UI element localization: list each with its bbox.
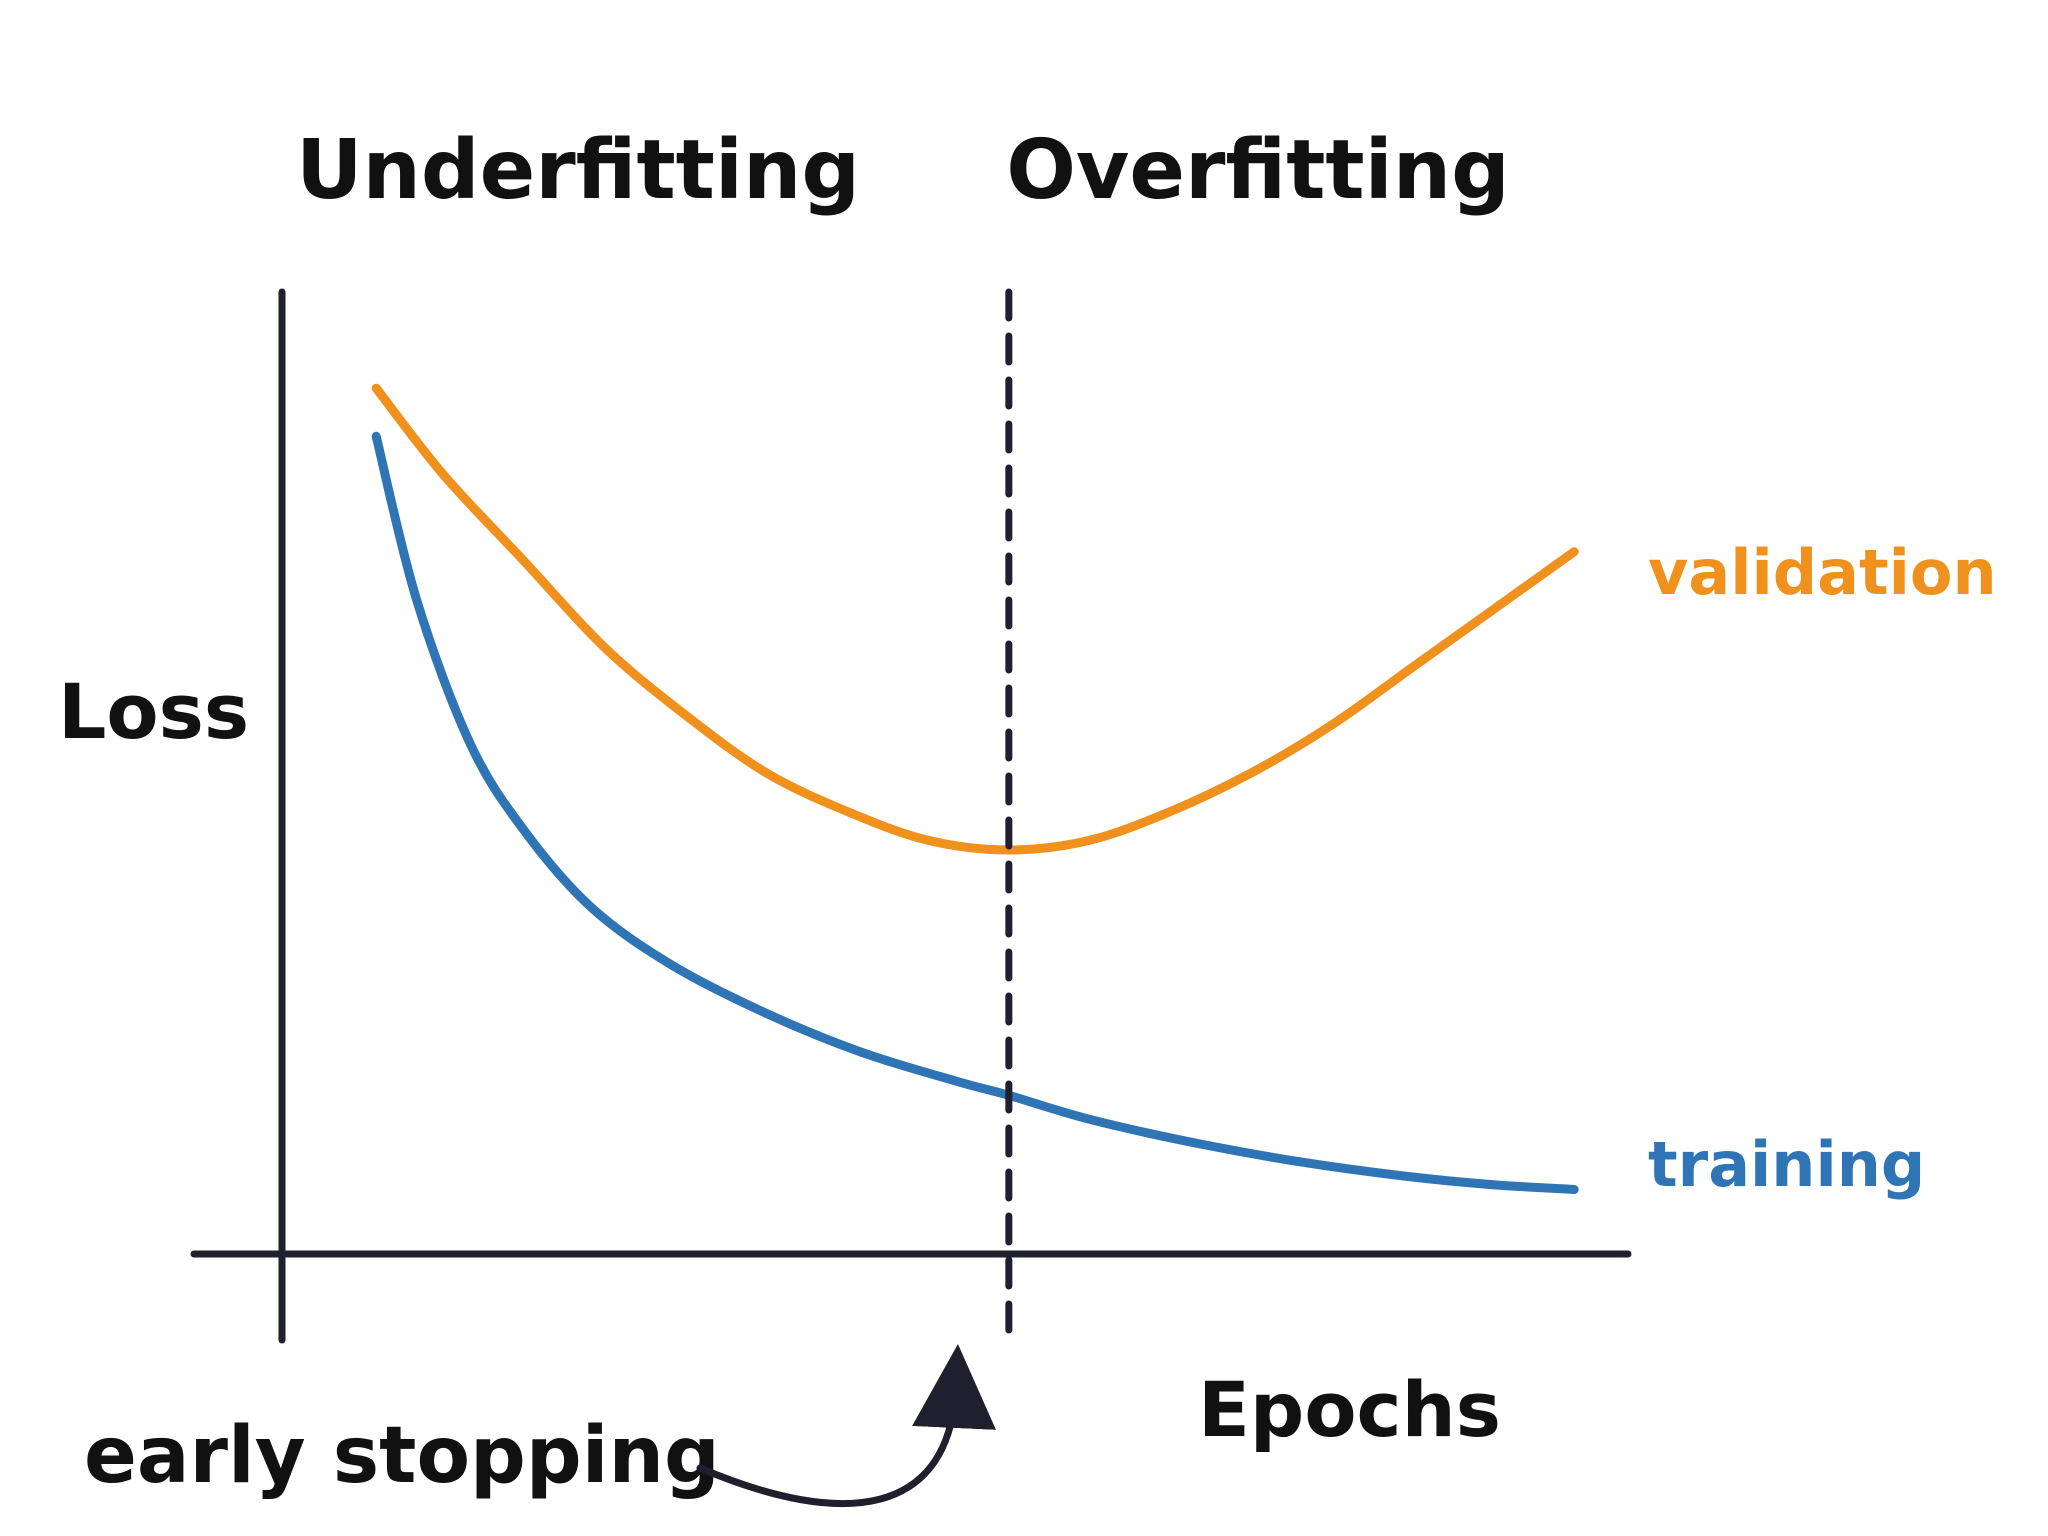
- legend-validation: validation: [1648, 536, 1997, 609]
- y-axis-label: Loss: [58, 667, 249, 756]
- region-label-overfitting: Overfitting: [1006, 123, 1510, 218]
- region-label-underfitting: Underfitting: [296, 123, 860, 218]
- early-stopping-label: early stopping: [84, 1411, 720, 1501]
- x-axis-label: Epochs: [1198, 1365, 1501, 1454]
- series-line-training: [371, 431, 1579, 1194]
- early-stopping-arrow: [696, 1344, 996, 1507]
- legend-training: training: [1648, 1128, 1925, 1201]
- series-line-validation: [371, 383, 1579, 855]
